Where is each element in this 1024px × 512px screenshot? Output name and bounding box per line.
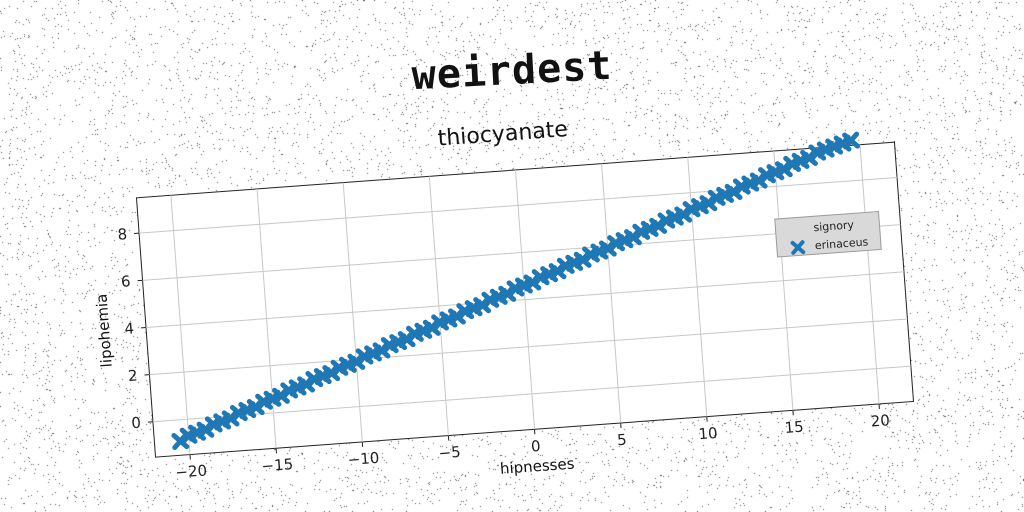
x-tick-label: −15: [261, 455, 294, 475]
x-tick-label: 5: [616, 431, 627, 450]
data-point: [674, 205, 693, 224]
x-ticks: −20 −15 −10 −5 0 5 10 15 20: [175, 403, 890, 482]
data-point: [422, 318, 441, 337]
data-point: [842, 131, 860, 150]
data-point: [573, 250, 592, 269]
data-point: [271, 386, 290, 405]
data-point: [347, 352, 366, 371]
legend-label-signory: signory: [813, 218, 855, 234]
grid-y: [139, 177, 911, 423]
y-ticks: 0 2 4 6 8: [117, 225, 153, 433]
grid-line-y: [139, 177, 898, 234]
data-point: [624, 228, 642, 247]
data-point: [372, 341, 391, 360]
x-tick-label: 15: [784, 418, 804, 437]
data-point: [800, 148, 818, 167]
series-erinaceus: [171, 131, 860, 450]
data-point: [397, 330, 416, 349]
data-point: [498, 284, 517, 303]
y-tick-label: 4: [124, 319, 135, 338]
data-point: [297, 375, 315, 394]
data-point: [221, 409, 240, 428]
y-tick-label: 2: [127, 367, 138, 386]
grid-line-y: [152, 365, 911, 423]
data-point: [724, 182, 743, 201]
legend-label-erinaceus: erinaceus: [814, 235, 869, 252]
data-point: [171, 432, 190, 450]
data-point: [649, 216, 668, 235]
data-point: [598, 239, 617, 258]
x-tick-label: −10: [347, 449, 380, 469]
data-point: [473, 296, 492, 315]
x-tick-label: 20: [870, 411, 890, 430]
data-point: [322, 364, 341, 383]
data-point: [699, 194, 718, 213]
data-point: [548, 262, 567, 281]
y-axis-label: lipohemia: [92, 293, 115, 368]
data-point: [523, 273, 542, 292]
data-point: [196, 420, 215, 439]
y-tick-label: 0: [131, 414, 142, 433]
x-tick-label: −20: [175, 461, 208, 481]
data-point: [774, 160, 793, 179]
data-point: [448, 307, 466, 326]
x-tick-label: 10: [698, 424, 718, 443]
y-tick-label: 6: [120, 272, 131, 291]
legend: signory erinaceus: [774, 210, 882, 258]
data-point: [246, 398, 265, 417]
grid-line-y: [145, 271, 905, 328]
x-tick-label: 0: [530, 437, 541, 456]
grid-line-y: [149, 318, 908, 376]
x-tick-label: −5: [438, 443, 461, 463]
data-point: [749, 171, 768, 190]
y-tick-label: 8: [117, 225, 128, 244]
legend-marker-erinaceus: [790, 240, 806, 255]
x-axis-label: hipnesses: [499, 454, 575, 477]
chart-title: thiocyanate: [437, 117, 569, 151]
grid-line-y: [142, 224, 901, 281]
